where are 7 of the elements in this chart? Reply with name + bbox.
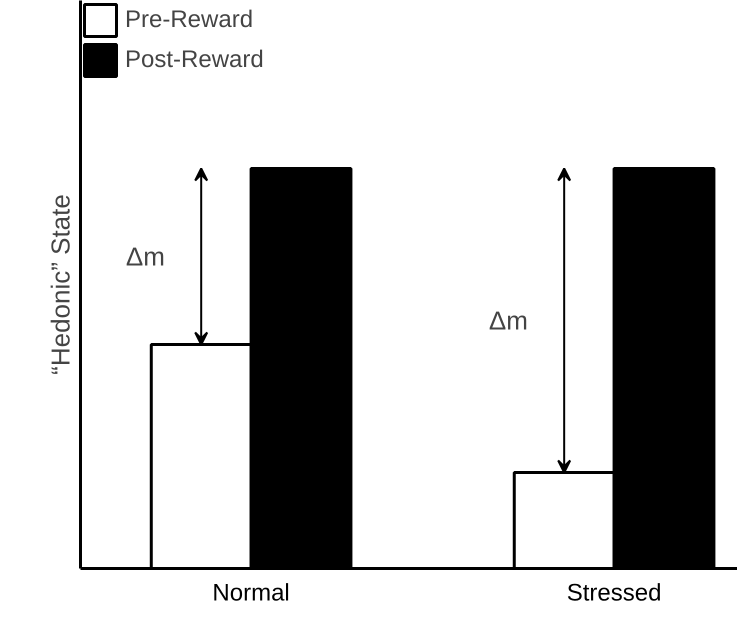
annotation: Δm [488,306,528,336]
y-axis-title: “Hedonic” State [46,194,76,375]
legend-label: Pre-Reward [125,5,254,35]
legend-label: Post-Reward [125,45,264,75]
annotation: Δm [126,242,165,272]
x-tick-label: Stressed [566,580,662,606]
x-tick-label: Normal [212,580,290,606]
